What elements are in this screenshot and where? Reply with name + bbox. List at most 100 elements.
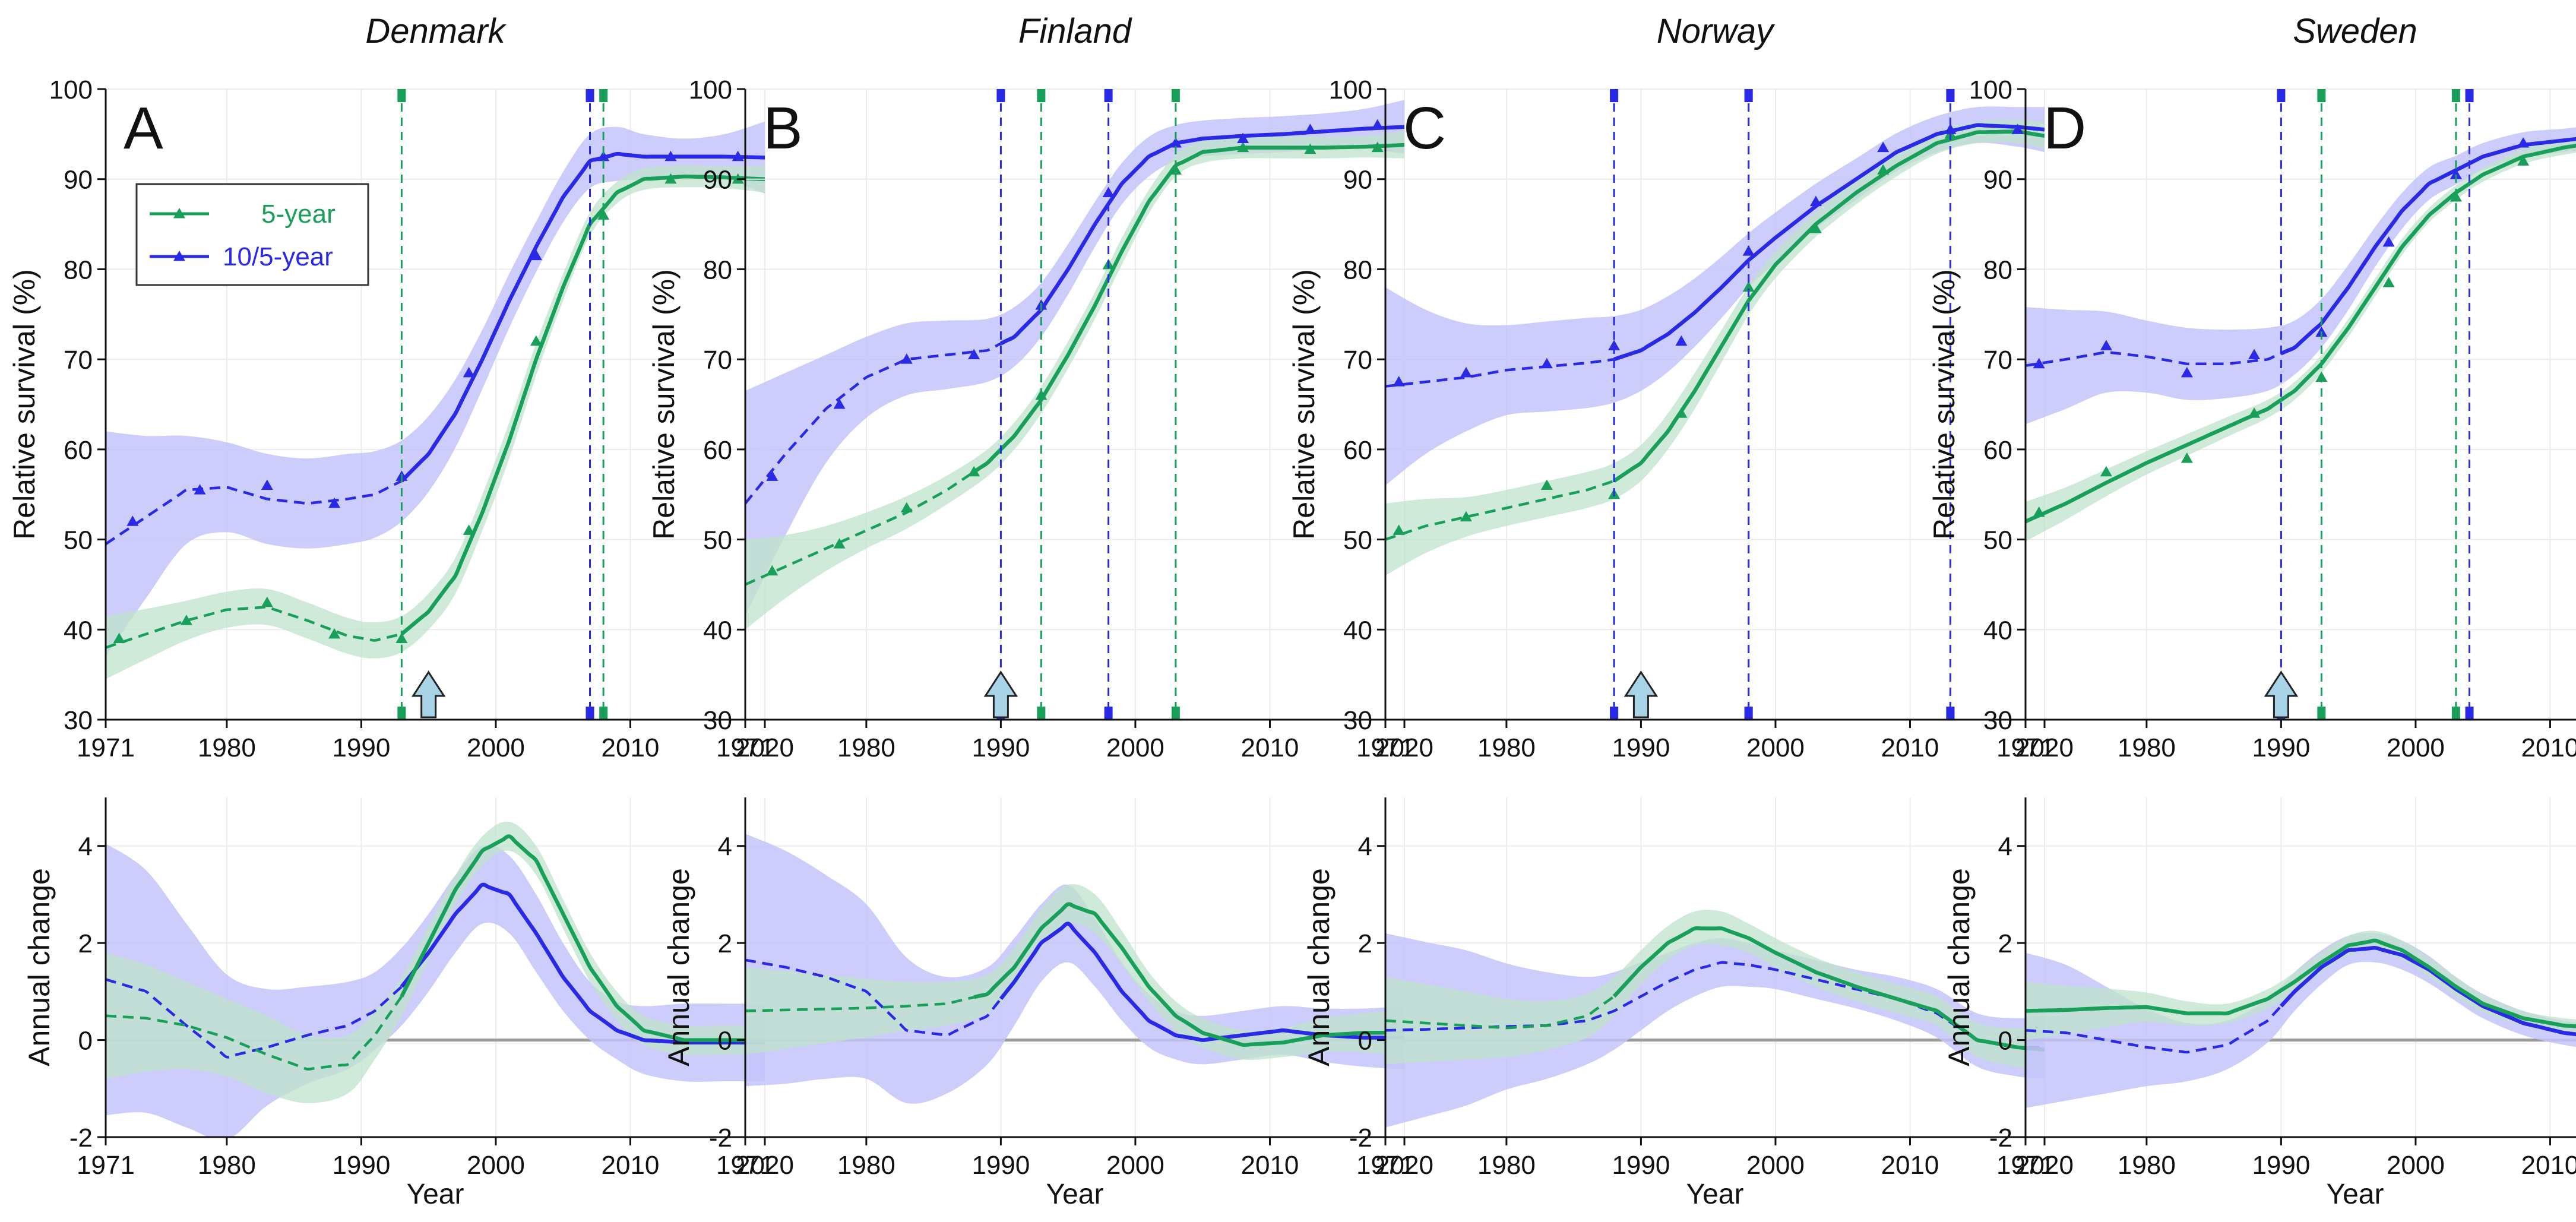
- five-year-observed-point: [1742, 281, 1755, 292]
- five-year-confidence-band: [106, 821, 765, 1103]
- five-year-joinpoint-marker-bottom: [2451, 707, 2460, 720]
- x-tick-label: 1971: [716, 1151, 774, 1180]
- panel-title: Finland: [1018, 12, 1132, 50]
- five-year-fit-solid: [400, 174, 765, 636]
- x-tick-label: 2000: [1106, 1151, 1164, 1180]
- ten-five-year-observed-point: [2450, 169, 2462, 179]
- y-tick-label: 2: [78, 929, 93, 958]
- ten-five-year-observed-point: [833, 398, 846, 409]
- five-year-confidence-band: [1385, 910, 2045, 1074]
- y-tick-label: -2: [1989, 1123, 2012, 1153]
- ten-five-year-observed-point: [766, 470, 779, 481]
- x-tick-label: 1980: [837, 733, 895, 762]
- ten-five-year-joinpoint-marker-top: [586, 89, 594, 102]
- x-tick-label: 2020: [2015, 733, 2074, 762]
- five-year-joinpoint-marker-bottom: [1171, 707, 1180, 720]
- x-tick-label: 2000: [467, 733, 525, 762]
- five-year-fit-solid: [2026, 938, 2576, 1028]
- ten-five-year-fit-solid: [400, 882, 765, 1044]
- x-tick-label: 2010: [1881, 733, 1939, 762]
- y-tick-label: 4: [1358, 832, 1372, 862]
- ten-five-year-joinpoint-marker-bottom: [586, 707, 594, 720]
- five-year-observed-point: [900, 502, 913, 512]
- five-year-fit-dashed: [745, 470, 975, 586]
- y-tick-label: 40: [1983, 616, 2012, 645]
- five-year-observed-point: [2517, 155, 2530, 166]
- five-year-joinpoint-marker-top: [2451, 89, 2460, 102]
- y-axis-label: Relative survival (%): [1928, 269, 1961, 540]
- ten-five-year-observed-point: [1944, 124, 1957, 134]
- y-axis-label: Relative survival (%): [1287, 269, 1321, 540]
- y-tick-label: 50: [703, 526, 732, 555]
- ten-five-year-observed-point: [1608, 340, 1621, 350]
- ten-five-year-joinpoint-marker-bottom: [1610, 707, 1619, 720]
- x-tick-label: 2020: [736, 733, 794, 762]
- legend-ten-five-year-marker: [173, 251, 185, 261]
- five-year-joinpoint-marker-bottom: [2317, 707, 2326, 720]
- legend-five-year-marker: [173, 208, 185, 219]
- y-tick-label: 40: [64, 616, 93, 645]
- five-year-observed-point: [1169, 164, 1182, 175]
- y-tick-label: 80: [64, 255, 93, 284]
- y-tick-label: 60: [703, 436, 732, 465]
- ten-five-year-observed-point: [1304, 124, 1317, 134]
- survival-panel-norway: 1971 1980 1990 2000 2010 20203040506070809010…: [1287, 12, 2074, 762]
- five-year-observed-point: [664, 173, 677, 184]
- ten-five-year-joinpoint-marker-bottom: [1744, 707, 1753, 720]
- legend-five-year-label: 5-year: [261, 200, 336, 229]
- x-tick-label: 2020: [2015, 1151, 2074, 1180]
- five-year-fit-solid: [400, 834, 765, 1043]
- y-axis-label: Annual change: [1302, 868, 1336, 1066]
- panel-title: Denmark: [365, 12, 507, 50]
- ten-five-year-observed-point: [664, 150, 677, 162]
- x-tick-label: 1971: [1356, 1151, 1414, 1180]
- ten-five-year-confidence-band: [106, 121, 765, 657]
- y-tick-label: 90: [703, 166, 732, 195]
- ten-five-year-observed-point: [1540, 357, 1553, 369]
- y-tick-label: 100: [1329, 75, 1372, 105]
- five-year-observed-point: [1809, 223, 1822, 233]
- y-tick-label: 30: [64, 706, 93, 735]
- ten-five-year-fit-solid: [2280, 137, 2576, 356]
- x-tick-label: 2000: [2387, 733, 2445, 762]
- five-year-confidence-band: [106, 165, 765, 679]
- five-year-joinpoint-marker-top: [1171, 89, 1180, 102]
- y-axis-label: Annual change: [1942, 868, 1976, 1066]
- ten-five-year-fit-solid: [999, 125, 1404, 346]
- y-tick-label: 70: [64, 346, 93, 375]
- plot-area: [1385, 910, 2045, 1128]
- x-tick-label: 1971: [716, 733, 774, 762]
- y-tick-label: 80: [1343, 255, 1372, 284]
- legend-box: [135, 183, 369, 286]
- ten-five-year-joinpoint-marker-top: [1610, 89, 1619, 102]
- ten-five-year-fit-dashed: [2026, 350, 2282, 368]
- plot-area: [106, 821, 765, 1137]
- y-tick-label: 100: [49, 75, 93, 105]
- ten-five-year-fit-solid: [400, 151, 765, 483]
- y-axis-label: Relative survival (%): [647, 269, 681, 540]
- five-year-fit-dashed: [106, 606, 402, 649]
- five-year-observed-point: [1304, 143, 1317, 154]
- survival-panel-denmark: 1971 1980 1990 2000 2010 20203040506070809010…: [8, 12, 794, 762]
- ten-five-year-joinpoint-marker-top: [1744, 89, 1753, 102]
- y-tick-label: 70: [1343, 346, 1372, 375]
- x-tick-label: 2000: [2387, 1151, 2445, 1180]
- y-tick-label: 80: [703, 255, 732, 284]
- y-tick-label: 40: [1343, 616, 1372, 645]
- five-year-observed-point: [1877, 164, 1890, 175]
- five-year-joinpoint-marker-top: [599, 89, 608, 102]
- five-year-observed-point: [2382, 277, 2395, 287]
- x-tick-label: 1990: [1612, 733, 1670, 762]
- plot-area: [2026, 930, 2576, 1108]
- y-tick-label: 30: [1983, 706, 2012, 735]
- five-year-fit-dashed: [1385, 995, 1615, 1030]
- ten-five-year-observed-point: [530, 249, 542, 261]
- x-tick-label: 2000: [467, 1151, 525, 1180]
- five-year-observed-point: [968, 466, 980, 477]
- five-year-observed-point: [1371, 141, 1384, 153]
- five-year-observed-point: [113, 632, 125, 643]
- ten-five-year-observed-point: [261, 479, 273, 490]
